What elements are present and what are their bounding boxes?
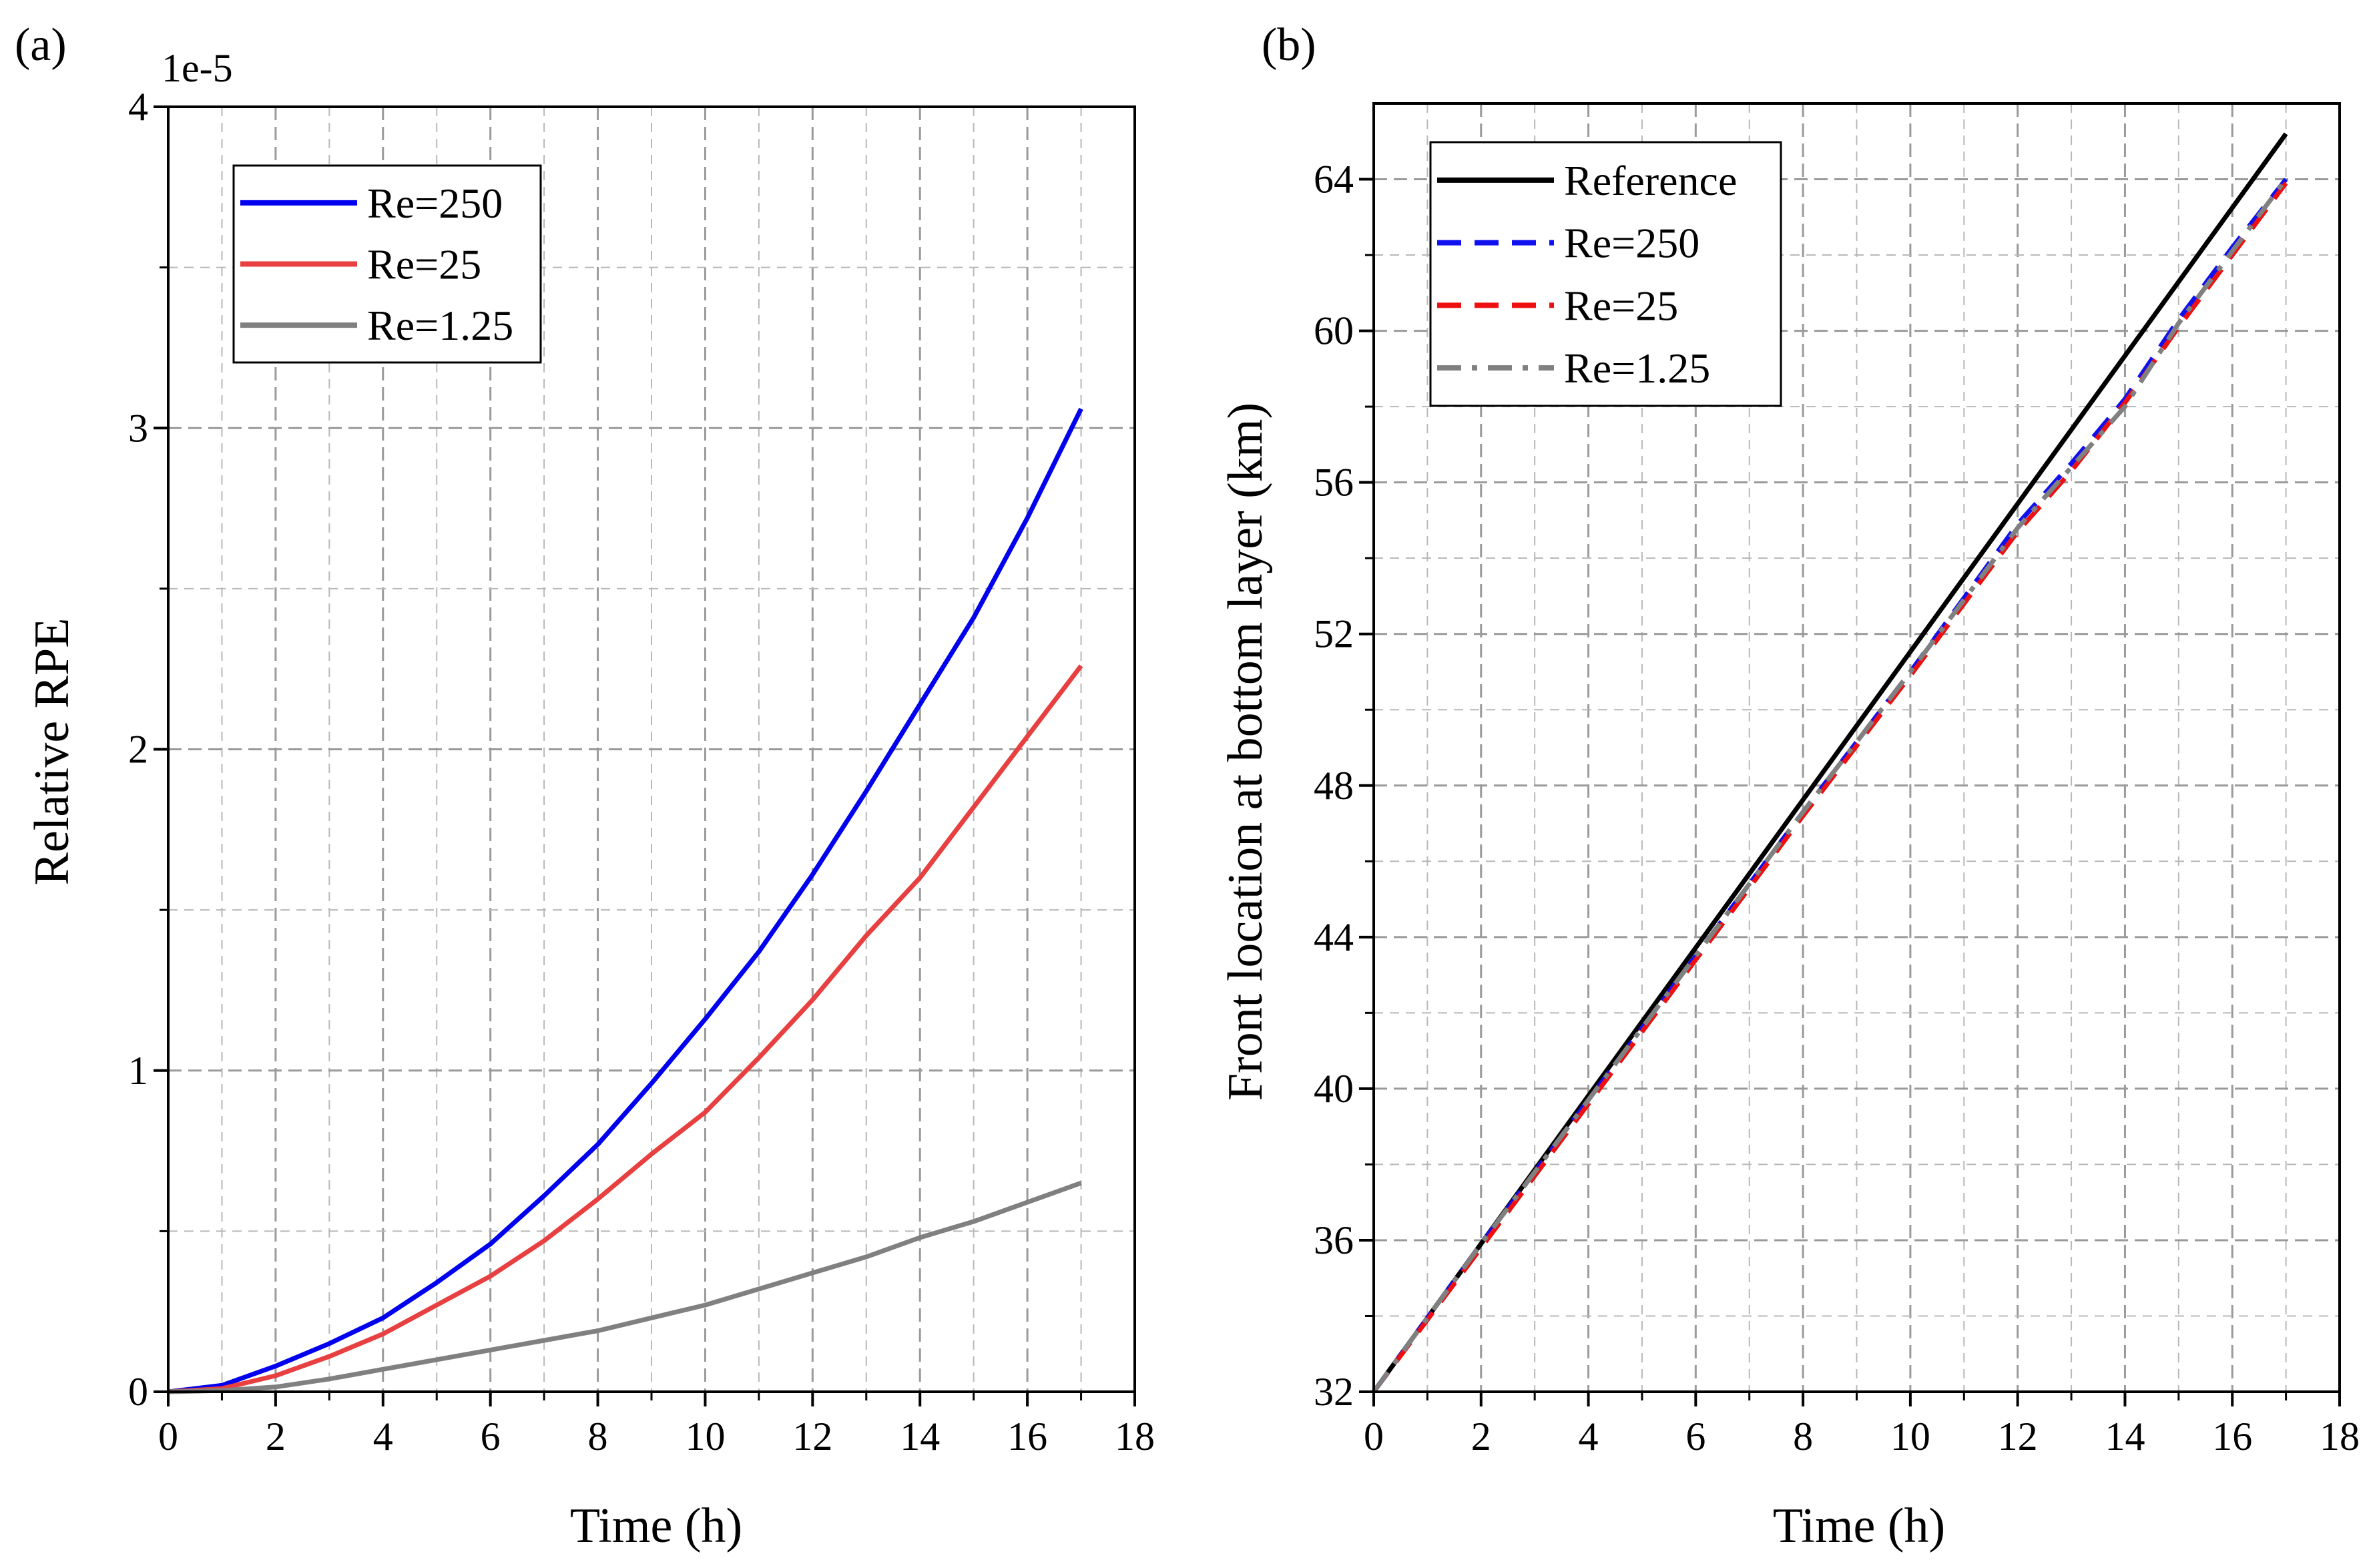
legend-label: Re=250 <box>1564 220 1699 267</box>
panel-a-ticks <box>154 105 1136 1406</box>
x-tick-label: 10 <box>685 1414 725 1459</box>
x-tick-label: 6 <box>481 1414 501 1459</box>
panel-a-lines <box>168 407 1083 1394</box>
y-tick-label: 36 <box>1314 1218 1354 1262</box>
y-tick-label: 32 <box>1314 1370 1354 1414</box>
panel-a-x-tick-labels: 0 2 4 6 8 10 12 14 16 18 <box>158 1414 1155 1459</box>
x-tick-label: 2 <box>1471 1414 1491 1459</box>
panel-b-y-axis-title: Front location at bottom layer (km) <box>1218 403 1273 1101</box>
panel-a-x-axis-title: Time (h) <box>570 1499 742 1553</box>
panel-b-x-tick-labels: 0 2 4 6 8 10 12 14 16 18 <box>1364 1414 2360 1459</box>
panel-b-y-tick-labels: 32 36 40 44 48 52 56 60 64 <box>1314 158 1354 1414</box>
y-tick-label: 56 <box>1314 461 1354 505</box>
series-line-re-25 <box>168 664 1083 1394</box>
legend-box <box>1429 141 1782 407</box>
x-tick-label: 16 <box>1007 1414 1047 1459</box>
x-tick-label: 8 <box>1793 1414 1813 1459</box>
x-tick-label: 14 <box>2105 1414 2145 1459</box>
panel-b-x-axis-title: Time (h) <box>1773 1499 1945 1553</box>
legend-label: Re=1.25 <box>367 302 513 349</box>
panel-b-lines <box>1372 132 2288 1394</box>
y-tick-label: 4 <box>128 85 148 129</box>
series-line-re-250 <box>168 407 1083 1394</box>
y-tick-label: 64 <box>1314 158 1354 202</box>
panel-a-legend: Re=250 Re=25 Re=1.25 <box>232 164 542 364</box>
y-tick-label: 60 <box>1314 309 1354 353</box>
x-tick-label: 18 <box>1115 1414 1155 1459</box>
panel-a-y-tick-labels: 0 1 2 3 4 <box>128 85 148 1414</box>
y-tick-label: 40 <box>1314 1067 1354 1111</box>
x-tick-label: 16 <box>2212 1414 2252 1459</box>
x-tick-label: 6 <box>1685 1414 1705 1459</box>
x-tick-label: 10 <box>1890 1414 1930 1459</box>
y-tick-label: 48 <box>1314 764 1354 808</box>
series-line-re-1-25 <box>168 1180 1082 1394</box>
panel-b-label: (b) <box>1262 19 1316 71</box>
x-tick-label: 14 <box>900 1414 940 1459</box>
x-tick-label: 4 <box>1579 1414 1599 1459</box>
y-tick-label: 0 <box>128 1370 148 1414</box>
panel-a-label: (a) <box>15 19 67 71</box>
panel-a-y-axis-title: Relative RPE <box>25 618 79 886</box>
x-tick-label: 0 <box>158 1414 178 1459</box>
panel-a-y-scale-label: 1e-5 <box>162 46 233 90</box>
y-tick-label: 2 <box>128 728 148 772</box>
legend-label: Re=1.25 <box>1564 344 1710 392</box>
x-tick-label: 12 <box>1998 1414 2038 1459</box>
legend-label: Re=25 <box>1564 282 1678 329</box>
panel-b-ticks <box>1359 178 2341 1406</box>
y-tick-label: 44 <box>1314 915 1354 959</box>
legend-label: Reference <box>1564 157 1737 204</box>
series-line-re-1-25 <box>1372 178 2288 1394</box>
panel-b: 0 2 4 6 8 10 12 14 16 18 32 36 40 44 48 52 56 60 64 (b) T… <box>1218 19 2360 1553</box>
x-tick-label: 18 <box>2320 1414 2360 1459</box>
panel-a-grid <box>168 107 1135 1392</box>
panel-b-legend: Reference Re=250 Re=25 Re=1.25 <box>1429 141 1782 407</box>
x-tick-label: 0 <box>1364 1414 1384 1459</box>
x-tick-label: 2 <box>266 1414 286 1459</box>
x-tick-label: 12 <box>792 1414 832 1459</box>
legend-label: Re=25 <box>367 241 481 288</box>
y-tick-label: 3 <box>128 406 148 450</box>
x-tick-label: 4 <box>373 1414 393 1459</box>
y-tick-label: 1 <box>128 1049 148 1093</box>
x-tick-label: 8 <box>588 1414 608 1459</box>
legend-label: Re=250 <box>367 180 503 227</box>
y-tick-label: 52 <box>1314 612 1354 656</box>
